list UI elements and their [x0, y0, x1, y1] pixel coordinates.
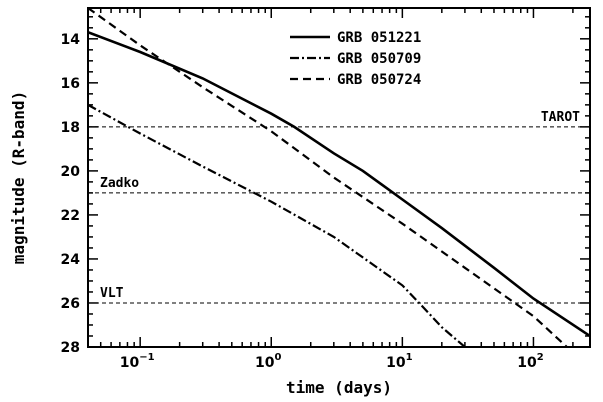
reference-label-zadko: Zadko: [100, 176, 139, 191]
legend-label-3: GRB 050724: [337, 72, 421, 88]
legend: GRB 051221 GRB 050709 GRB 050724: [290, 30, 421, 88]
legend-label-2: GRB 050709: [337, 51, 421, 67]
y-tick-label: 16: [61, 76, 80, 92]
y-tick-label: 24: [61, 252, 81, 268]
x-tick-label: 102: [517, 352, 543, 371]
series-line-3: [88, 8, 568, 347]
x-tick-exponent: 2: [537, 352, 544, 363]
reference-label-tarot: TAROT: [541, 110, 580, 125]
x-tick-exponent: 1: [406, 352, 413, 363]
x-tick-base: 10: [255, 355, 275, 371]
y-tick-label: 22: [61, 208, 80, 224]
reference-lines: TAROT Zadko VLT: [88, 110, 590, 304]
x-axis-title: time (days): [286, 378, 392, 397]
x-tick-base: 10: [386, 355, 406, 371]
y-tick-label: 28: [61, 340, 80, 356]
y-axis-ticks: 14 16 18 20 22 24 26 28: [61, 16, 590, 356]
y-tick-label: 14: [61, 32, 81, 48]
x-tick-base: 10: [120, 355, 140, 371]
series-line-1: [88, 30, 590, 338]
data-series: [88, 8, 590, 347]
x-tick-label: 100: [255, 352, 281, 371]
x-tick-base: 10: [517, 355, 537, 371]
series-line-2: [88, 103, 466, 347]
y-tick-label: 20: [61, 164, 81, 180]
x-axis-ticks: 10−1 100 101 102: [87, 8, 574, 371]
reference-label-vlt: VLT: [100, 286, 124, 301]
plot-frame: [87, 7, 591, 348]
y-tick-label: 26: [61, 296, 80, 312]
x-tick-exponent: 0: [275, 352, 282, 363]
legend-label-1: GRB 051221: [337, 30, 421, 46]
x-tick-label: 101: [386, 352, 412, 371]
x-tick-exponent: −1: [139, 352, 154, 363]
x-tick-label: 10−1: [120, 352, 155, 371]
y-tick-label: 18: [61, 120, 80, 136]
y-axis-title: magnitude (R-band): [9, 91, 28, 264]
